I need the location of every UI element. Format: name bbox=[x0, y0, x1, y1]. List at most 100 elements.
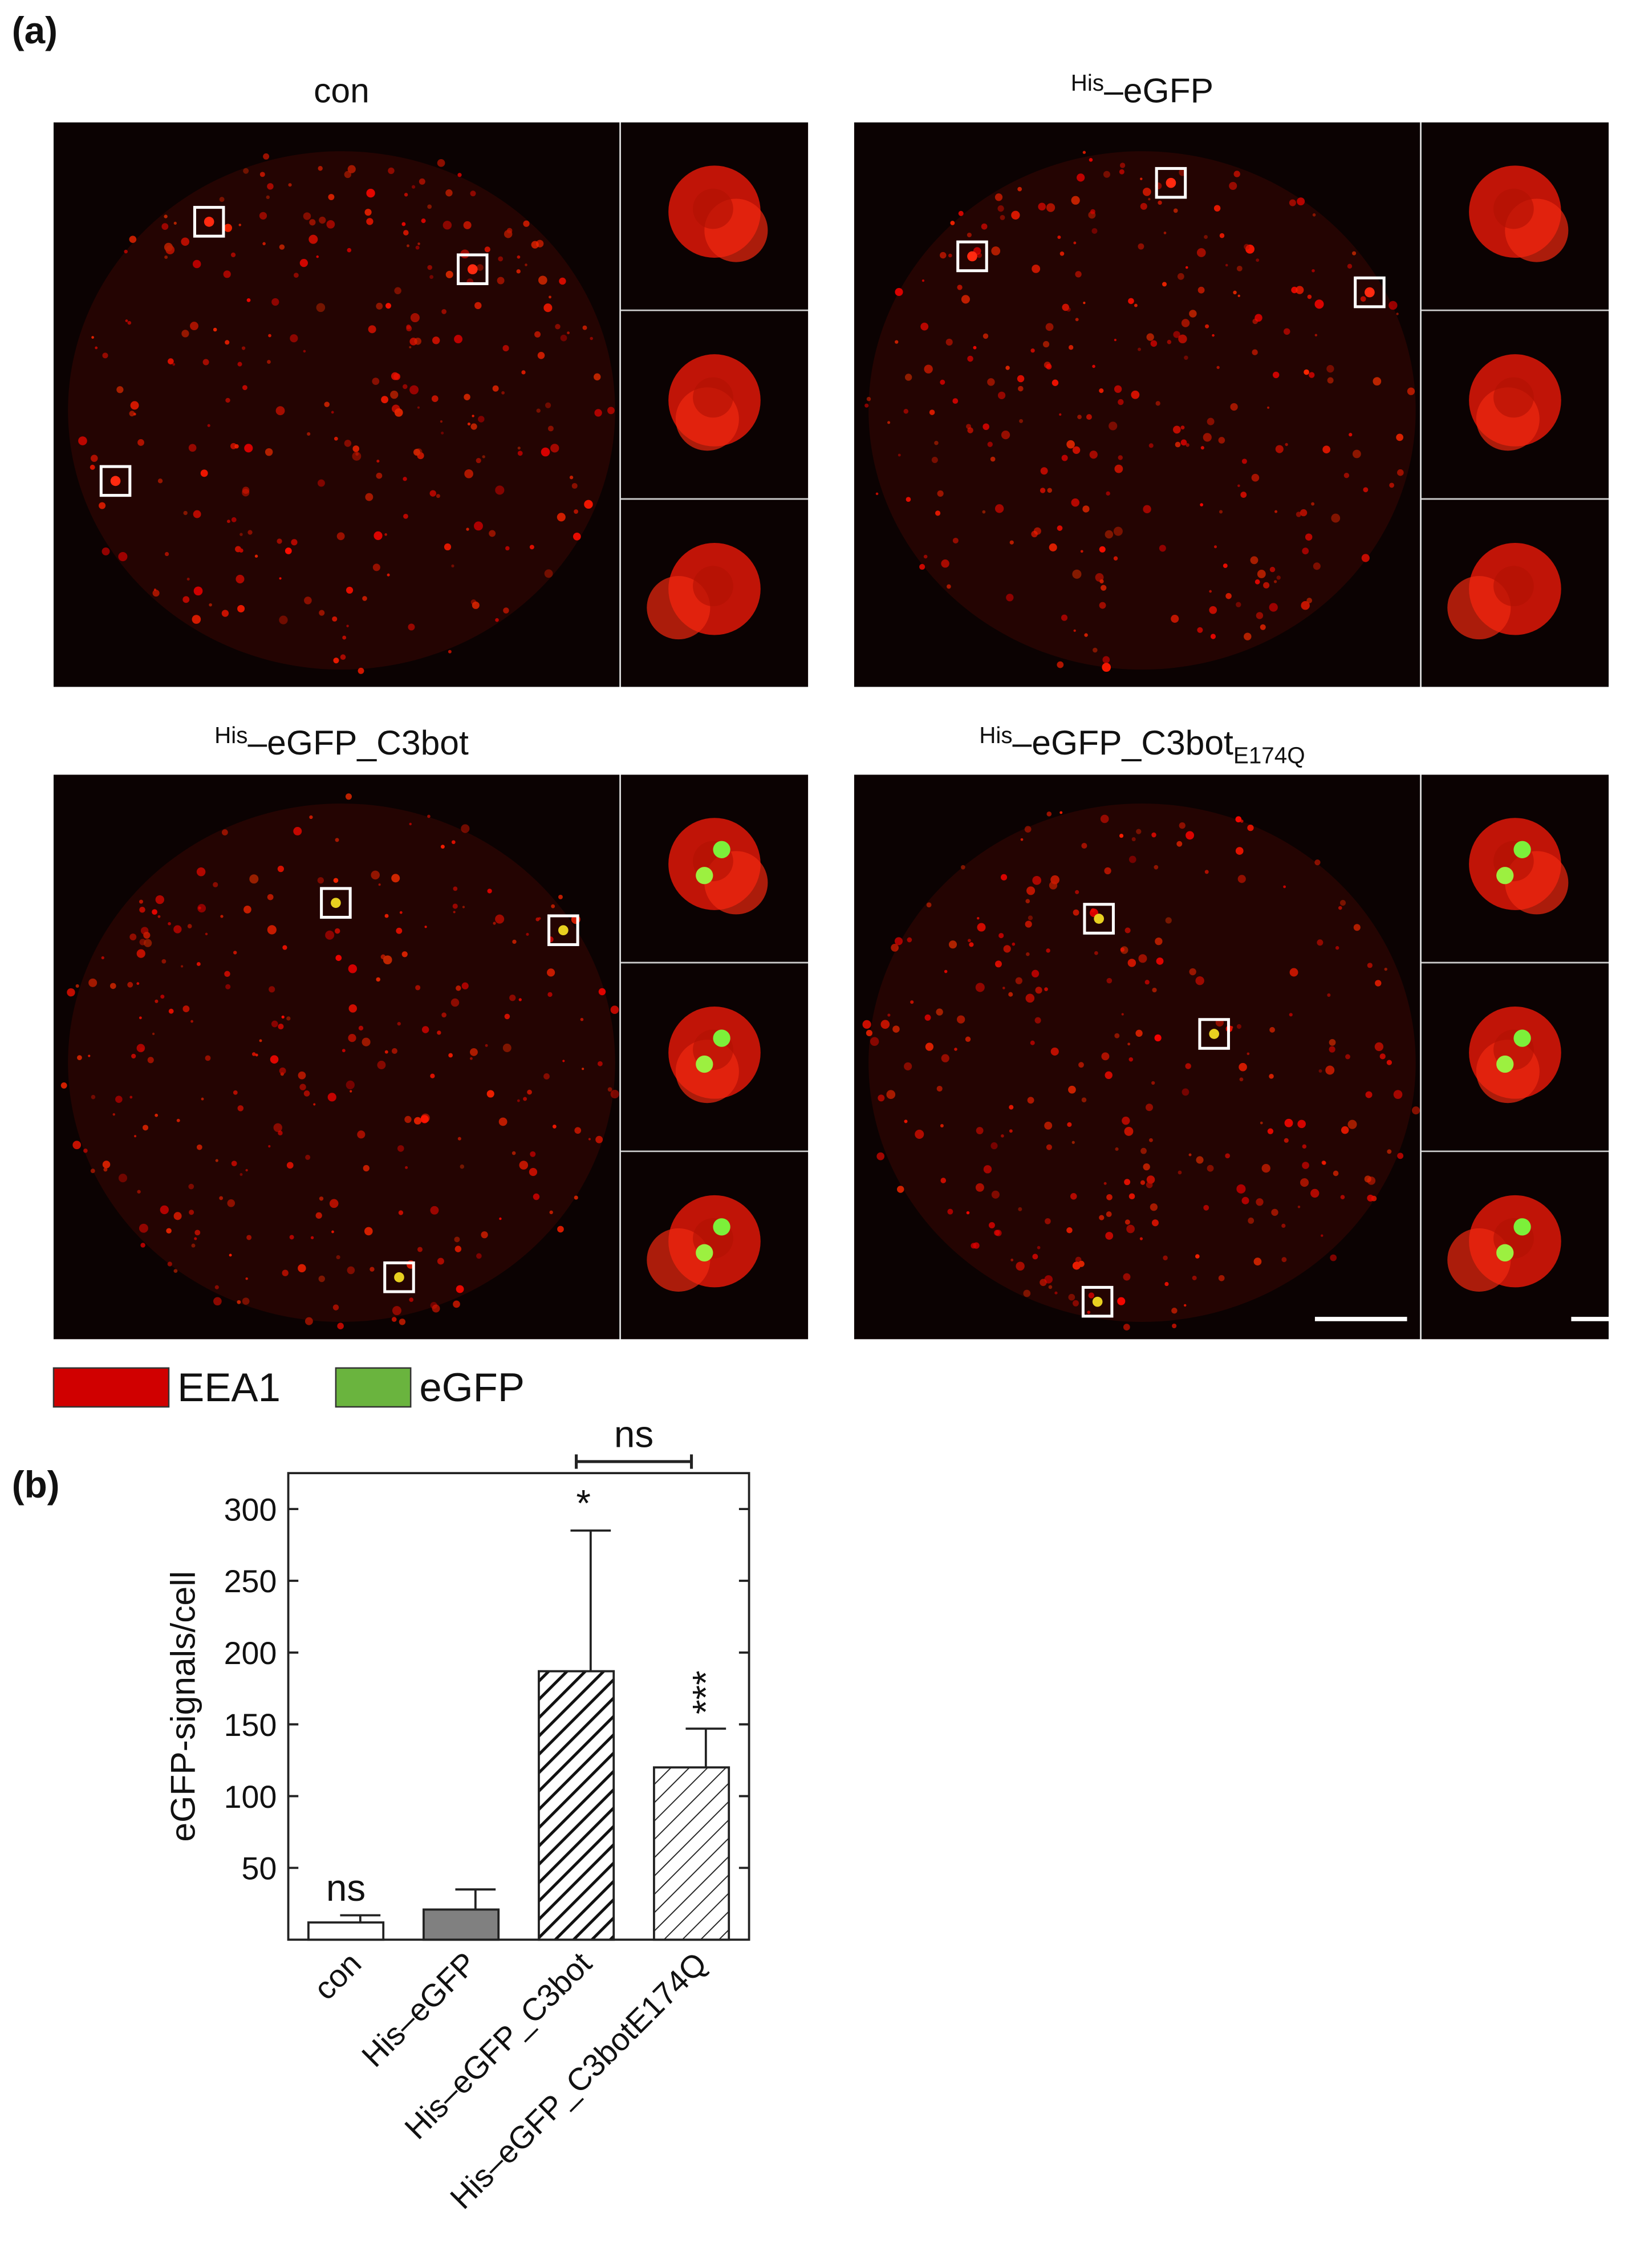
endosome bbox=[958, 210, 964, 216]
endosome bbox=[529, 1167, 538, 1176]
endosome bbox=[319, 216, 326, 224]
endosome bbox=[309, 219, 316, 226]
endosome bbox=[213, 1297, 222, 1306]
endosome bbox=[966, 1211, 970, 1215]
endosome bbox=[983, 423, 989, 431]
endosome bbox=[391, 1317, 397, 1322]
endosome bbox=[1140, 202, 1147, 210]
endosome bbox=[1106, 977, 1113, 984]
endosome bbox=[194, 1237, 197, 1240]
endosome bbox=[1119, 169, 1124, 175]
endosome bbox=[224, 224, 232, 232]
endosome bbox=[414, 338, 421, 345]
endosome bbox=[926, 902, 932, 908]
endosome bbox=[139, 899, 143, 904]
endosome bbox=[430, 1206, 439, 1215]
endosome bbox=[377, 1061, 386, 1069]
endosome bbox=[1075, 890, 1079, 894]
endosome bbox=[894, 937, 903, 946]
endosome bbox=[67, 988, 75, 997]
endosome bbox=[967, 251, 977, 262]
endosome bbox=[188, 1183, 194, 1190]
endosome bbox=[196, 867, 206, 877]
endosome bbox=[1178, 1170, 1182, 1175]
endosome bbox=[259, 212, 267, 220]
endosome bbox=[921, 279, 925, 282]
endosome bbox=[1188, 1153, 1192, 1157]
endosome bbox=[920, 322, 929, 331]
endosome bbox=[415, 985, 421, 991]
endosome bbox=[417, 242, 420, 245]
endosome bbox=[204, 217, 214, 227]
endosome bbox=[285, 547, 292, 554]
endosome bbox=[536, 408, 541, 413]
endosome bbox=[1300, 509, 1308, 517]
endosome bbox=[474, 302, 482, 310]
endosome bbox=[1156, 957, 1164, 965]
endosome bbox=[372, 563, 380, 571]
endosome bbox=[1140, 177, 1143, 180]
endosome bbox=[919, 563, 925, 570]
endosome bbox=[1251, 473, 1260, 482]
endosome bbox=[550, 444, 559, 453]
endosome bbox=[1229, 181, 1237, 190]
endosome bbox=[1138, 954, 1147, 963]
endosome bbox=[259, 1039, 262, 1042]
endosome bbox=[266, 195, 270, 200]
endosome bbox=[168, 922, 171, 926]
endosome bbox=[558, 925, 569, 936]
endosome bbox=[1284, 1118, 1293, 1127]
endosome bbox=[1026, 886, 1036, 895]
roi-box bbox=[456, 253, 489, 285]
endosome bbox=[91, 336, 94, 339]
endosome bbox=[1099, 546, 1106, 553]
endosome bbox=[1072, 569, 1082, 579]
endosome bbox=[518, 998, 522, 1001]
endosome bbox=[1145, 1103, 1154, 1111]
endosome bbox=[1001, 1134, 1004, 1138]
endosome bbox=[347, 248, 352, 253]
endosome bbox=[924, 1014, 931, 1021]
endosome bbox=[892, 1025, 900, 1033]
endosome bbox=[866, 396, 871, 401]
endosome bbox=[516, 269, 521, 274]
endosome bbox=[1321, 1161, 1326, 1165]
endosome bbox=[1105, 1232, 1114, 1240]
endosome bbox=[1389, 482, 1394, 488]
endosome bbox=[1205, 324, 1209, 328]
endosome bbox=[1118, 455, 1123, 460]
endosome bbox=[1061, 614, 1068, 621]
endosome bbox=[975, 1183, 984, 1192]
endosome bbox=[409, 1297, 414, 1302]
endosome bbox=[1301, 601, 1310, 610]
endosome bbox=[1034, 1017, 1041, 1024]
endosome bbox=[896, 1186, 904, 1193]
endosome bbox=[1281, 1257, 1287, 1263]
endosome bbox=[1317, 939, 1324, 946]
endosome bbox=[329, 1199, 339, 1208]
endosome bbox=[983, 1165, 992, 1174]
endosome bbox=[233, 951, 237, 955]
endosome bbox=[887, 1013, 891, 1017]
endosome bbox=[95, 346, 98, 350]
endosome bbox=[237, 1300, 241, 1304]
endosome bbox=[875, 492, 879, 496]
endosome bbox=[421, 1113, 430, 1123]
endosome bbox=[282, 945, 287, 950]
endosome bbox=[940, 379, 945, 385]
endosome bbox=[1040, 488, 1046, 493]
endosome bbox=[1078, 1062, 1084, 1068]
endosome bbox=[376, 302, 383, 310]
endosome bbox=[454, 1245, 462, 1252]
endosome bbox=[977, 917, 980, 920]
endosome bbox=[391, 874, 400, 883]
endosome bbox=[357, 1130, 366, 1139]
endosome bbox=[397, 1145, 404, 1152]
endosome bbox=[437, 1030, 441, 1035]
endosome bbox=[1180, 439, 1187, 446]
endosome bbox=[1084, 633, 1088, 637]
endosome bbox=[1070, 1192, 1077, 1200]
endosome bbox=[1093, 647, 1098, 653]
endosome bbox=[1158, 200, 1162, 205]
endosome bbox=[362, 596, 367, 601]
